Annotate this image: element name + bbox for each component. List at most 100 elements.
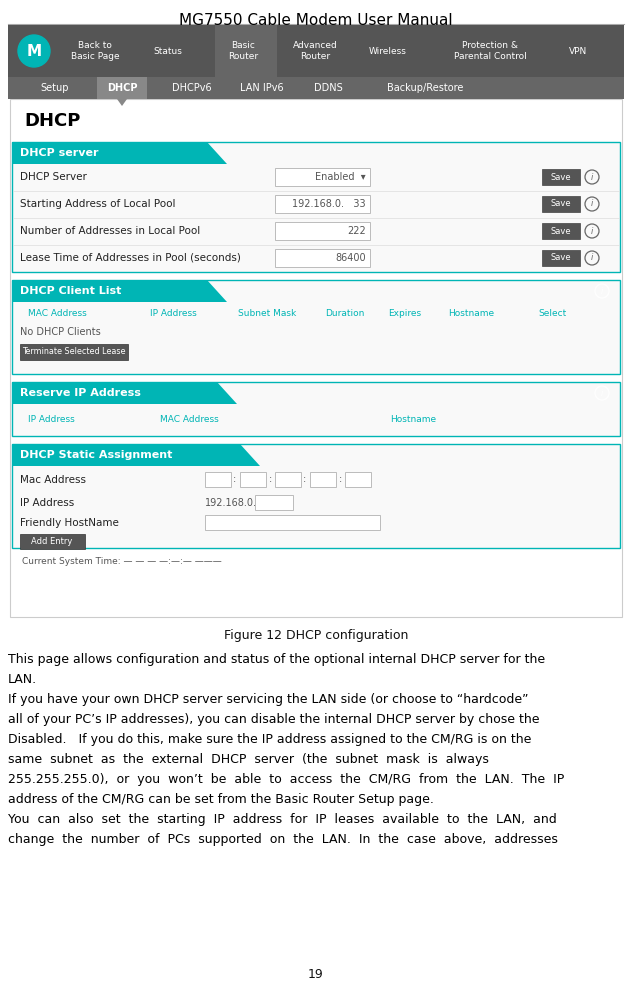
Text: Protection &
Parental Control: Protection & Parental Control [454,42,526,61]
Text: No DHCP Clients: No DHCP Clients [20,327,100,337]
Text: IP Address: IP Address [28,416,75,425]
Bar [97,77,147,99]
Text: Back to
Basic Page: Back to Basic Page [71,42,119,61]
Polygon shape [12,444,260,466]
Text: change  the  number  of  PCs  supported  on  the  LAN.  In  the  case  above,  a: change the number of PCs supported on th… [8,833,558,846]
Text: MAC Address: MAC Address [160,416,219,425]
Text: Save: Save [550,226,571,235]
Bar [20,344,128,360]
Polygon shape [12,382,237,404]
Text: i: i [591,226,593,235]
Text: Save: Save [550,173,571,182]
Text: Advanced
Router: Advanced Router [293,42,337,61]
Text: Basic
Router: Basic Router [228,42,258,61]
Text: Setup: Setup [40,83,70,93]
Text: Enabled  ▾: Enabled ▾ [315,172,366,182]
Bar [12,444,620,548]
Text: Subnet Mask: Subnet Mask [238,309,296,317]
Bar [215,25,277,77]
Bar [275,195,370,213]
Text: Status: Status [154,47,183,56]
Text: Mac Address: Mac Address [20,475,86,485]
Text: Wireless: Wireless [369,47,407,56]
Text: address of the CM/RG can be set from the Basic Router Setup page.: address of the CM/RG can be set from the… [8,793,434,806]
Text: LAN IPv6: LAN IPv6 [240,83,284,93]
Text: Add Entry: Add Entry [32,537,73,546]
Text: DHCP Client List: DHCP Client List [20,286,121,296]
Text: i: i [591,199,593,208]
Bar [542,169,580,185]
Text: Hostname: Hostname [390,416,436,425]
Text: 255.255.255.0),  or  you  won’t  be  able  to  access  the  CM/RG  from  the  LA: 255.255.255.0), or you won’t be able to … [8,773,564,786]
Text: Number of Addresses in Local Pool: Number of Addresses in Local Pool [20,226,200,236]
Bar [10,99,622,617]
Text: You  can  also  set  the  starting  IP  address  for  IP  leases  available  to : You can also set the starting IP address… [8,813,557,826]
Text: DHCP server: DHCP server [20,148,99,158]
Text: Current System Time: — — — —:—:— ———: Current System Time: — — — —:—:— ——— [22,557,222,565]
Bar [20,534,85,549]
Bar [275,168,370,186]
Circle shape [18,35,50,67]
Text: i: i [601,287,603,296]
Text: Duration: Duration [325,309,365,317]
Text: 19: 19 [308,968,324,981]
Text: This page allows configuration and status of the optional internal DHCP server f: This page allows configuration and statu… [8,653,545,666]
Text: DHCP Server: DHCP Server [20,172,87,182]
Text: 192.168.0.: 192.168.0. [205,498,257,508]
Bar [275,222,370,240]
Text: If you have your own DHCP server servicing the LAN side (or choose to “hardcode”: If you have your own DHCP server servici… [8,693,528,706]
Text: 222: 222 [347,226,366,236]
Text: DHCP: DHCP [24,112,80,130]
Bar [205,515,380,530]
Bar [8,25,624,77]
Text: Lease Time of Addresses in Pool (seconds): Lease Time of Addresses in Pool (seconds… [20,253,241,263]
Text: Save: Save [550,254,571,263]
Text: same  subnet  as  the  external  DHCP  server  (the  subnet  mask  is  always: same subnet as the external DHCP server … [8,753,489,766]
Bar [275,249,370,267]
Bar [240,472,266,487]
Bar [12,280,620,374]
Bar [255,495,293,510]
Text: Figure 12 DHCP configuration: Figure 12 DHCP configuration [224,629,408,642]
Text: MAC Address: MAC Address [28,309,87,317]
Text: Disabled.   If you do this, make sure the IP address assigned to the CM/RG is on: Disabled. If you do this, make sure the … [8,733,532,746]
Text: Select: Select [538,309,566,317]
Bar [12,142,620,272]
Text: VPN: VPN [569,47,587,56]
Polygon shape [12,280,227,302]
Text: Save: Save [550,199,571,208]
Text: Backup/Restore: Backup/Restore [387,83,463,93]
Bar [345,472,371,487]
Text: Reserve IP Address: Reserve IP Address [20,388,141,398]
Text: DDNS: DDNS [313,83,343,93]
Bar [12,382,620,436]
Text: DHCP Static Assignment: DHCP Static Assignment [20,450,173,460]
Text: DHCPv6: DHCPv6 [172,83,212,93]
Text: MG7550 Cable Modem User Manual: MG7550 Cable Modem User Manual [179,13,453,28]
Text: i: i [601,389,603,398]
Polygon shape [117,99,127,106]
Text: i: i [591,254,593,263]
Text: 192.168.0.   33: 192.168.0. 33 [293,199,366,209]
Text: M: M [27,44,42,59]
Text: Hostname: Hostname [448,309,494,317]
Text: Starting Address of Local Pool: Starting Address of Local Pool [20,199,176,209]
Text: :: : [269,474,272,484]
Text: :: : [303,474,307,484]
Text: Friendly HostName: Friendly HostName [20,518,119,528]
Bar [542,223,580,239]
Bar [542,250,580,266]
Text: IP Address: IP Address [20,498,74,508]
Text: IP Address: IP Address [150,309,197,317]
Text: i: i [591,173,593,182]
Text: :: : [233,474,236,484]
Text: 86400: 86400 [336,253,366,263]
Text: Expires: Expires [388,309,421,317]
Bar [310,472,336,487]
Text: :: : [338,474,342,484]
Text: all of your PC’s IP addresses), you can disable the internal DHCP server by chos: all of your PC’s IP addresses), you can … [8,713,540,726]
Text: DHCP: DHCP [107,83,137,93]
Text: Terminate Selected Lease: Terminate Selected Lease [22,347,126,356]
Bar [275,472,301,487]
Bar [542,196,580,212]
